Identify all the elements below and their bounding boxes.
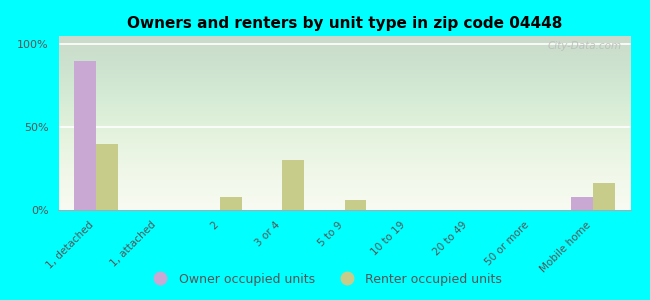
Bar: [344, 200, 366, 210]
Bar: [571, 197, 593, 210]
Legend: Owner occupied units, Renter occupied units: Owner occupied units, Renter occupied un…: [143, 268, 507, 291]
Bar: [593, 184, 615, 210]
Text: City-Data.com: City-Data.com: [548, 41, 622, 51]
Bar: [220, 197, 242, 210]
Bar: [74, 61, 96, 210]
Title: Owners and renters by unit type in zip code 04448: Owners and renters by unit type in zip c…: [127, 16, 562, 31]
Bar: [282, 160, 304, 210]
Bar: [96, 144, 118, 210]
